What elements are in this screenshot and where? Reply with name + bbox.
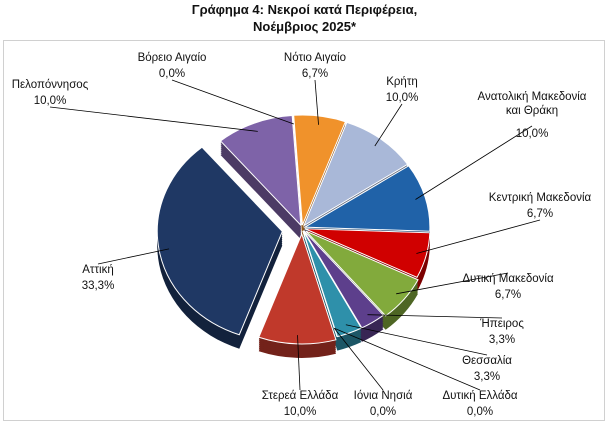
- value-label: 0,0%: [369, 406, 397, 418]
- chart-title: Νοέμβριος 2025*: [252, 19, 357, 34]
- category-label: Δυτική Μακεδονία: [462, 273, 554, 285]
- category-label: Ήπειρος: [480, 318, 524, 330]
- slice: [219, 114, 302, 227]
- leader-line: [49, 106, 258, 132]
- category-label: Νότιο Αιγαίο: [283, 52, 347, 64]
- value-label: 10,0%: [33, 95, 67, 107]
- slice: [303, 165, 431, 232]
- slice: [305, 230, 419, 317]
- leader-line: [314, 79, 319, 125]
- slice: [302, 121, 409, 227]
- value-label: 10,0%: [283, 406, 317, 418]
- value-label: 0,0%: [158, 68, 186, 80]
- category-label: Ιόνια Νησιά: [353, 390, 413, 402]
- category-label: Κεντρική Μακεδονία: [488, 192, 592, 204]
- leader-line: [416, 219, 541, 254]
- slice: [156, 146, 283, 336]
- value-label: 10,0%: [385, 92, 419, 104]
- slice: [293, 114, 347, 226]
- leader-line: [297, 335, 301, 391]
- category-label: Αττική: [82, 264, 114, 276]
- value-label: 10,0%: [515, 128, 549, 140]
- slice: [304, 228, 431, 279]
- leader-line: [367, 314, 503, 319]
- leader-line: [334, 327, 481, 391]
- leader-line: [345, 324, 488, 356]
- value-label: 3,3%: [473, 371, 501, 383]
- leader-line: [97, 248, 170, 265]
- category-label: Στερεά Ελλάδα: [261, 390, 339, 402]
- category-label: Ανατολική Μακεδονία και Θράκη: [477, 91, 587, 117]
- value-label: 6,7%: [301, 68, 329, 80]
- category-label: Δυτική Ελλάδα: [442, 390, 518, 402]
- category-label: Πελοπόννησος: [11, 79, 89, 91]
- leader-line: [374, 103, 403, 147]
- category-label: Βόρειο Αιγαίο: [137, 52, 207, 64]
- category-label: Θεσσαλία: [462, 355, 512, 367]
- value-label: 3,3%: [488, 334, 516, 346]
- value-label: 33,3%: [81, 280, 115, 292]
- value-label: 6,7%: [494, 289, 522, 301]
- category-label: Κρήτη: [386, 76, 418, 88]
- leader-line: [171, 79, 294, 125]
- value-label: 0,0%: [466, 406, 494, 418]
- frame: [3, 40, 605, 421]
- chart-title: Γράφημα 4: Νεκροί κατά Περιφέρεια,: [191, 2, 418, 17]
- slice: [258, 232, 337, 345]
- leader-line: [333, 327, 384, 391]
- leader-line: [396, 272, 509, 295]
- leader-line: [415, 125, 533, 200]
- value-label: 6,7%: [526, 208, 554, 220]
